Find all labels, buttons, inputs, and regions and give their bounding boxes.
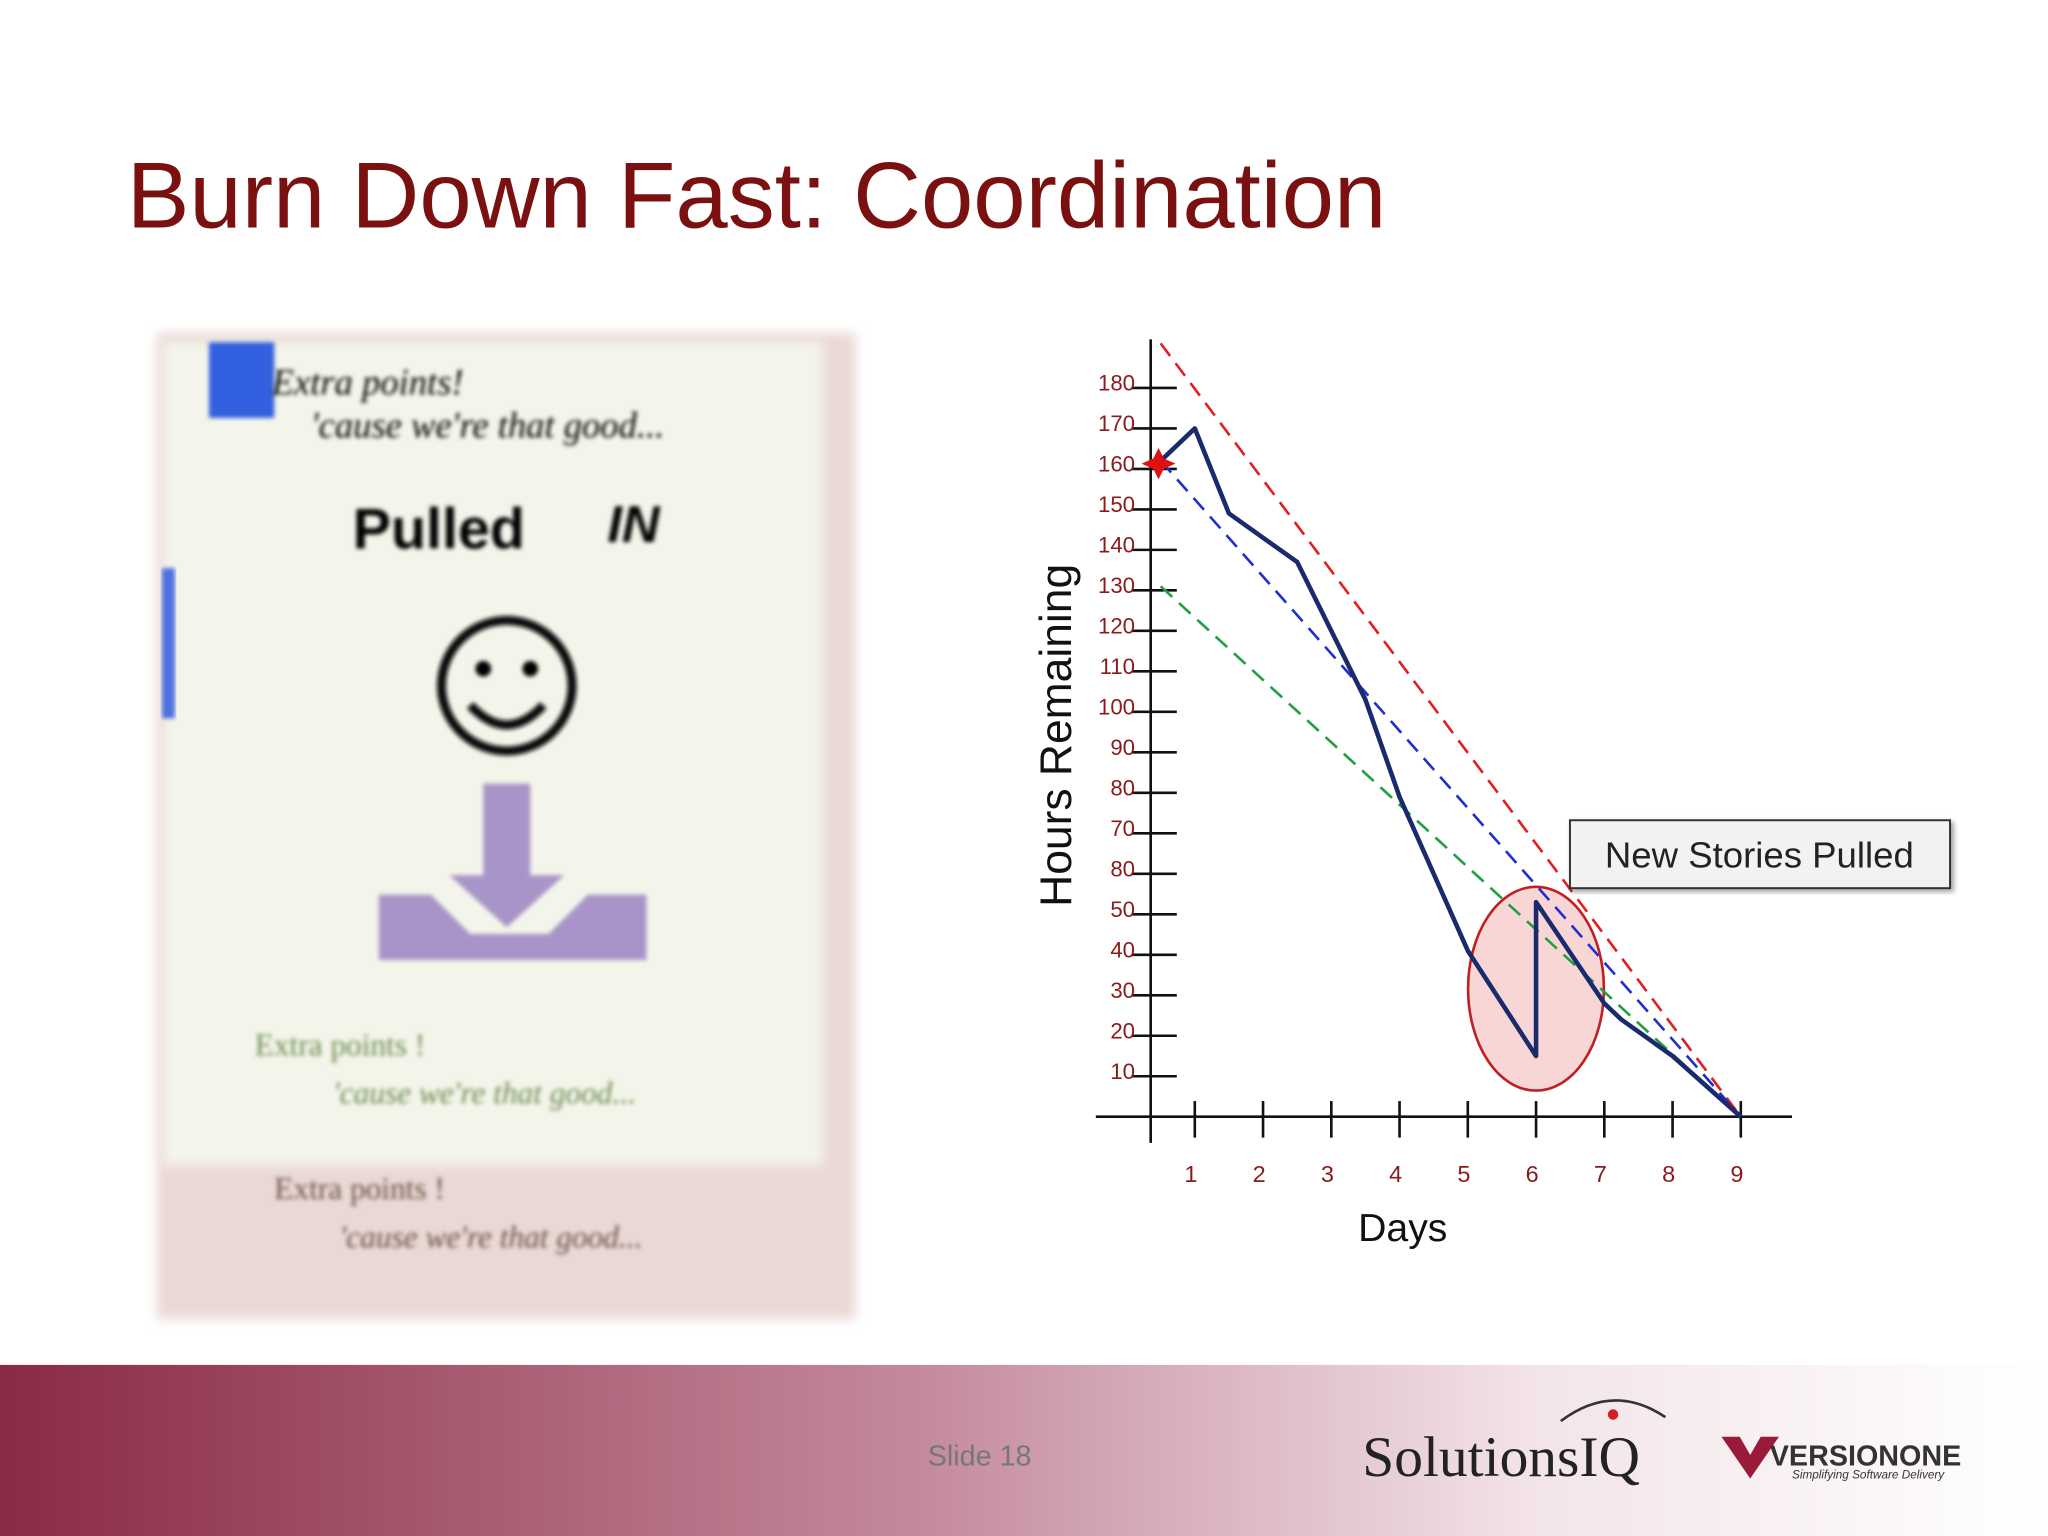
y-tick-label: 70	[1110, 816, 1135, 841]
photo-text: Extra points!	[271, 361, 464, 402]
y-tick-label: 50	[1110, 897, 1135, 922]
logo-arc	[1560, 1399, 1667, 1423]
y-tick-label: 140	[1098, 532, 1135, 557]
annotation-box	[1568, 819, 1952, 890]
slide-title: Burn Down Fast: Coordination	[127, 142, 1387, 247]
logo-mark	[1721, 1436, 1779, 1479]
y-tick-label: 80	[1110, 775, 1135, 800]
logo-dot	[1607, 1409, 1619, 1420]
footer-band	[0, 1364, 2048, 1536]
y-tick-label: 20	[1110, 1018, 1135, 1043]
x-tick-label: 6	[1526, 1161, 1539, 1187]
y-tick-label: 110	[1100, 654, 1135, 679]
y-tick-label: 40	[1110, 937, 1135, 962]
annotation: New Stories Pulled	[1605, 834, 1914, 875]
x-tick-label: 5	[1457, 1161, 1470, 1187]
y-tick-label: 130	[1098, 573, 1135, 598]
x-tick-label: 9	[1730, 1161, 1743, 1187]
photo-text: 'cause we're that good...	[333, 1076, 636, 1111]
y-tick-label: 160	[1098, 452, 1135, 477]
slide-number: Slide 18	[928, 1440, 1032, 1472]
x-tick-label: 7	[1594, 1161, 1607, 1187]
photo-text: IN	[607, 496, 661, 554]
start-marker	[1141, 448, 1176, 480]
photo-text: 'cause we're that good...	[311, 405, 664, 446]
x-tick-label: 3	[1321, 1161, 1334, 1187]
photo-text: Extra points !	[274, 1171, 445, 1206]
y-tick-label: 90	[1110, 735, 1135, 760]
chart: 10 20 30 40 50 80 70 80 90 100 110 120 130 140 150 160 1…	[1032, 339, 1952, 1250]
x-axis-label: Days	[1358, 1207, 1447, 1250]
trend-line	[1159, 342, 1742, 1118]
logo-tagline: Simplifying Software Delivery	[1792, 1469, 1945, 1482]
logo: VERSIONONE	[1770, 1440, 1962, 1472]
y-tick-label: 150	[1098, 492, 1135, 517]
y-tick-label: 80	[1110, 856, 1135, 881]
photo: Extra points! 'cause we're that good... …	[156, 333, 856, 1320]
x-tick-label: 1	[1184, 1161, 1197, 1187]
photo-text: 'cause we're that good...	[340, 1219, 643, 1254]
photo-text: Pulled	[353, 498, 525, 562]
trend-line	[1159, 459, 1742, 1118]
y-tick-label: 170	[1098, 411, 1135, 436]
photo-text: Extra points !	[255, 1027, 426, 1062]
y-tick-label: 120	[1098, 613, 1135, 638]
y-tick-label: 100	[1098, 694, 1135, 719]
burn-line	[1159, 426, 1743, 1119]
x-tick-label: 2	[1253, 1161, 1266, 1187]
y-tick-label: 10	[1110, 1059, 1135, 1084]
y-tick-label: 30	[1110, 978, 1135, 1003]
y-tick-label: 180	[1098, 371, 1135, 396]
x-tick-label: 4	[1389, 1161, 1402, 1187]
trend-line	[1159, 585, 1742, 1118]
y-axis-label: Hours Remaining	[1032, 564, 1081, 907]
logo: SolutionsIQ	[1362, 1426, 1640, 1489]
x-tick-label: 8	[1662, 1161, 1675, 1187]
